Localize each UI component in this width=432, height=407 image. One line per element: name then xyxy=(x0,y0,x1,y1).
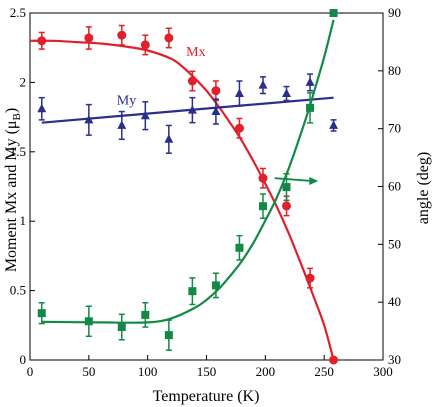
series-label: Mx xyxy=(186,45,205,60)
arrow-head xyxy=(309,176,319,185)
data-point-square xyxy=(84,317,93,326)
annotations: Mx My xyxy=(117,45,319,185)
y2-tick-label: 90 xyxy=(388,5,401,20)
y-axis-title: Moment Mx and My (μB) xyxy=(3,108,23,272)
data-point-circle xyxy=(282,201,292,211)
y2-tick-label: 30 xyxy=(388,352,401,367)
data-point-triangle xyxy=(117,120,127,129)
y-tick-label: 0.5 xyxy=(10,283,26,298)
data-point-circle xyxy=(140,40,150,50)
data-point-square xyxy=(37,309,46,318)
y-tick-label: 0 xyxy=(20,352,27,367)
series-label: My xyxy=(117,94,136,109)
y2-tick-label: 60 xyxy=(388,179,401,194)
data-point-square xyxy=(282,183,291,192)
y2-tick-label: 50 xyxy=(388,236,401,251)
data-point-circle xyxy=(84,33,94,43)
x-tick-label: 300 xyxy=(373,364,393,379)
data-point-square xyxy=(329,9,338,17)
data-markers xyxy=(37,9,339,365)
data-point-triangle xyxy=(84,114,94,124)
x-tick-label: 250 xyxy=(314,364,334,379)
arrow-line xyxy=(274,177,312,182)
data-point-circle xyxy=(187,76,197,86)
data-point-circle xyxy=(329,355,339,365)
fit-curve-1 xyxy=(41,96,334,124)
x-tick-label: 50 xyxy=(82,364,95,379)
fit-curve-2 xyxy=(41,19,335,324)
data-point-square xyxy=(258,202,267,211)
data-point-circle xyxy=(258,173,268,183)
data-point-triangle xyxy=(305,77,315,86)
data-point-triangle xyxy=(211,106,221,116)
data-point-circle xyxy=(164,33,174,43)
axis-ticks: 0 50 100 150 200 250 300 0 0.5 1 1.5 2 2.5 30 40 50 60 70… xyxy=(10,5,401,379)
y-tick-label: 1 xyxy=(20,213,27,228)
plot-frame xyxy=(29,12,384,361)
x-tick-label: 0 xyxy=(27,364,34,379)
data-point-triangle xyxy=(258,80,268,89)
data-point-square xyxy=(141,310,150,319)
x-axis-title: Temperature (K) xyxy=(153,388,260,405)
data-point-square xyxy=(164,331,173,340)
data-point-square xyxy=(306,103,315,112)
data-point-circle xyxy=(234,123,244,133)
data-point-triangle xyxy=(140,110,150,120)
y-tick-label: 1.5 xyxy=(10,144,26,159)
x-tick-label: 200 xyxy=(256,364,276,379)
fit-curve-0 xyxy=(29,39,335,361)
data-point-triangle xyxy=(187,105,197,114)
data-point-triangle xyxy=(37,103,47,113)
data-point-circle xyxy=(211,86,221,96)
data-point-square xyxy=(211,281,220,290)
data-point-circle xyxy=(37,36,47,46)
y-tick-label: 2.5 xyxy=(10,5,26,20)
y2-tick-label: 80 xyxy=(388,63,401,78)
error-bars xyxy=(38,24,337,351)
data-point-square xyxy=(188,287,197,296)
data-point-triangle xyxy=(329,120,339,129)
data-point-circle xyxy=(117,30,127,40)
data-point-triangle xyxy=(234,88,244,98)
data-point-circle xyxy=(305,273,315,283)
data-point-triangle xyxy=(164,134,174,143)
y2-axis-title: angle (deg) xyxy=(415,152,432,224)
x-tick-label: 100 xyxy=(138,364,158,379)
y2-tick-label: 40 xyxy=(388,294,401,309)
y2-tick-label: 70 xyxy=(388,121,401,136)
y-tick-label: 2 xyxy=(20,74,27,89)
data-point-square xyxy=(235,243,244,252)
x-tick-label: 150 xyxy=(197,364,217,379)
data-point-triangle xyxy=(282,88,292,98)
data-point-square xyxy=(117,323,126,332)
fit-curves xyxy=(29,19,335,361)
